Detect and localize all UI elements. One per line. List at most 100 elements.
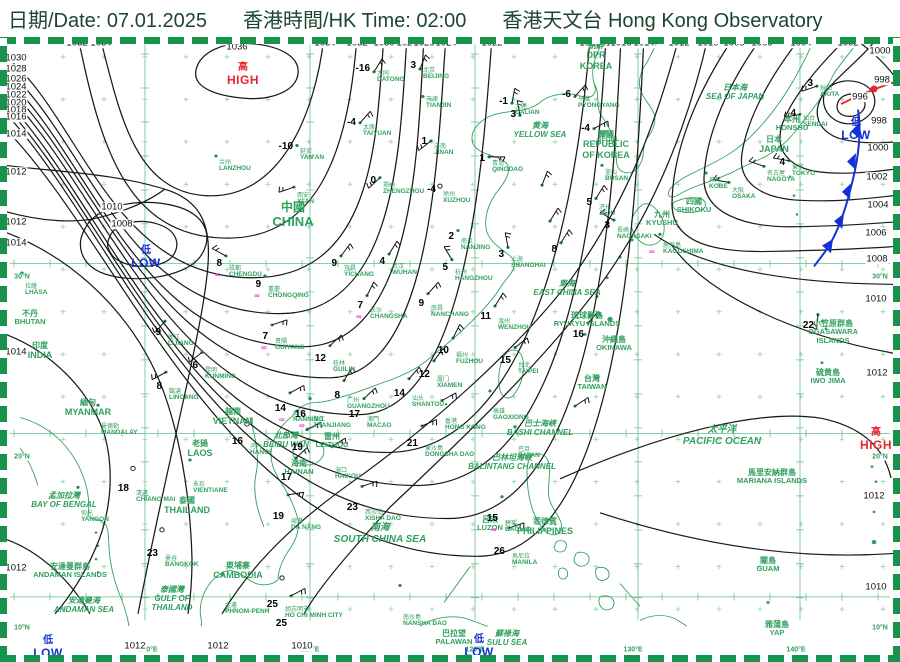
station-label: 福州 FUZHOU bbox=[456, 353, 484, 366]
station-label: 重慶 CHONGQING bbox=[268, 287, 309, 300]
station-dot bbox=[500, 495, 504, 499]
isobar-label: 1022 bbox=[4, 89, 28, 101]
wind-barb bbox=[511, 87, 520, 104]
wind-barb bbox=[287, 491, 305, 498]
station-label: 馬尼拉 MANILA bbox=[512, 554, 538, 567]
station-dot bbox=[159, 527, 165, 533]
latitude-label: 30°N bbox=[13, 273, 31, 281]
map-frame-right bbox=[893, 37, 900, 662]
isobar-996-loop bbox=[836, 93, 866, 117]
isobar-label: 996 bbox=[851, 91, 869, 103]
place-label: 日本 JAPAN bbox=[759, 135, 789, 155]
place-label: 南海 SOUTH CHINA SEA bbox=[333, 522, 427, 545]
wind-barb bbox=[772, 153, 790, 162]
wind-barb bbox=[494, 292, 507, 307]
station-label: 大同 DATONG bbox=[377, 71, 405, 84]
wind-barb bbox=[416, 140, 432, 151]
station-label: 曼德勒 MANDALAY bbox=[101, 424, 138, 437]
station-label: 海口 HAIKOU bbox=[335, 468, 361, 481]
station-label: 济南 JINAN bbox=[434, 144, 454, 157]
isobar-1028 bbox=[5, 37, 408, 315]
temperature-value: 3 bbox=[410, 60, 416, 71]
isobar-1012-trough bbox=[221, 37, 680, 615]
station-dot bbox=[658, 232, 662, 236]
station-label: 仰光 YANGON bbox=[81, 511, 109, 524]
place-label: 巴林坦海峽 BALINTANG CHANNEL bbox=[468, 453, 556, 472]
wind-barb bbox=[295, 447, 310, 459]
isobar-1012-mariana bbox=[559, 415, 892, 480]
place-label: 不丹 BHUTAN bbox=[14, 309, 46, 327]
temperature-value: 12 bbox=[418, 369, 430, 380]
temperature-value: 7 bbox=[262, 331, 268, 342]
station-label: 平壌 PYONGYANG bbox=[578, 97, 620, 110]
chart-header: 日期/Date: 07.01.2025 香港時間/HK Time: 02:00 … bbox=[0, 0, 900, 37]
map-frame-left bbox=[0, 37, 7, 662]
station-label: 神戸 KOBE bbox=[709, 178, 728, 191]
temperature-value: 19 bbox=[272, 511, 284, 522]
isobar-label: 1036 bbox=[225, 41, 249, 53]
weather-symbol: ∞ bbox=[299, 421, 305, 430]
station-dot bbox=[76, 485, 80, 489]
wind-barb bbox=[340, 243, 354, 257]
temperature-value: 8 bbox=[551, 244, 557, 255]
wind-barb bbox=[408, 366, 423, 380]
longitude-label: 130°E bbox=[622, 646, 644, 654]
place-label: 馬里安納群島 MARIANA ISLANDS bbox=[736, 468, 808, 486]
temperature-value: 9 bbox=[418, 298, 424, 309]
weather-symbol: ∞ bbox=[279, 415, 285, 424]
time-label: 香港時間/HK Time: 02:00 bbox=[243, 10, 467, 32]
station-label: 天津 TIANJIN bbox=[426, 97, 452, 110]
place-label: 東埔寨 CAMBODIA bbox=[213, 561, 263, 581]
wind-barb bbox=[599, 208, 615, 221]
longitude-label: 140°E bbox=[785, 646, 807, 654]
temperature-value: 5 bbox=[442, 262, 448, 273]
station-label: 青岛 QINGDAO bbox=[492, 161, 524, 174]
station-dot bbox=[308, 397, 312, 401]
pressure-high-marker: 高 HIGH bbox=[860, 427, 892, 452]
station-dot bbox=[295, 144, 299, 148]
observatory-label: 香港天文台 Hong Kong Observatory bbox=[502, 10, 823, 32]
station-dot bbox=[96, 403, 100, 407]
isobar-label: 1004 bbox=[866, 199, 890, 211]
wind-barb bbox=[427, 281, 442, 295]
isobar-label: 1002 bbox=[865, 171, 889, 183]
station-dot bbox=[488, 389, 492, 393]
temperature-value: 8 bbox=[334, 390, 340, 401]
station-label: 拉薩 LHASA bbox=[25, 284, 48, 297]
pressure-low-marker: 低 LOW bbox=[841, 117, 871, 142]
isobar-label: 1014 bbox=[4, 128, 28, 140]
station-dot bbox=[214, 154, 218, 158]
temperature-value: 4 bbox=[379, 256, 385, 267]
temperature-value: -4 bbox=[581, 123, 590, 134]
station-label: 鹿児島 KAGOSHIMA bbox=[663, 243, 704, 256]
temperature-value: 9 bbox=[255, 279, 261, 290]
station-label: 東京 TOKYO bbox=[792, 165, 815, 178]
temperature-value: 3 bbox=[807, 78, 813, 89]
isobar-1022 bbox=[5, 37, 493, 416]
cold-front-teeth bbox=[822, 122, 860, 254]
isobar-label: 1006 bbox=[864, 227, 888, 239]
station-label: 碧瑶 BAGUIO bbox=[505, 521, 531, 534]
isobar-1000-wrap bbox=[816, 37, 895, 144]
station-label: 大連 DALIAN bbox=[515, 104, 540, 117]
place-label: 黄海 YELLOW SEA bbox=[513, 121, 567, 140]
isobar-1034 bbox=[99, 37, 325, 197]
station-label: 東沙島 DONGSHA DAO bbox=[425, 446, 475, 459]
temperature-value: 21 bbox=[406, 438, 418, 449]
station-label: 厦门 XIAMEN bbox=[437, 377, 463, 390]
station-label: 臨滄 LINCANG bbox=[169, 389, 199, 402]
pressure-high-marker: 高 HIGH bbox=[227, 62, 259, 87]
graticule-minor-crosses bbox=[60, 54, 886, 612]
station-label: 宜昌 YICHANG bbox=[344, 266, 374, 279]
temperature-value: 22 bbox=[802, 320, 814, 331]
wind-barb bbox=[504, 232, 512, 248]
station-dot bbox=[279, 575, 285, 581]
station-label: 湛江 ZHANJIANG bbox=[313, 417, 351, 430]
station-label: 广州 GUANGZHOU bbox=[347, 398, 390, 411]
asia-coastline bbox=[199, 37, 607, 627]
small-islands bbox=[94, 175, 880, 605]
temperature-value: 18 bbox=[117, 483, 129, 494]
temperature-value: 10 bbox=[437, 345, 449, 356]
station-label: 郑州 ZHENGZHOU bbox=[383, 183, 425, 196]
wind-barb bbox=[278, 186, 295, 193]
